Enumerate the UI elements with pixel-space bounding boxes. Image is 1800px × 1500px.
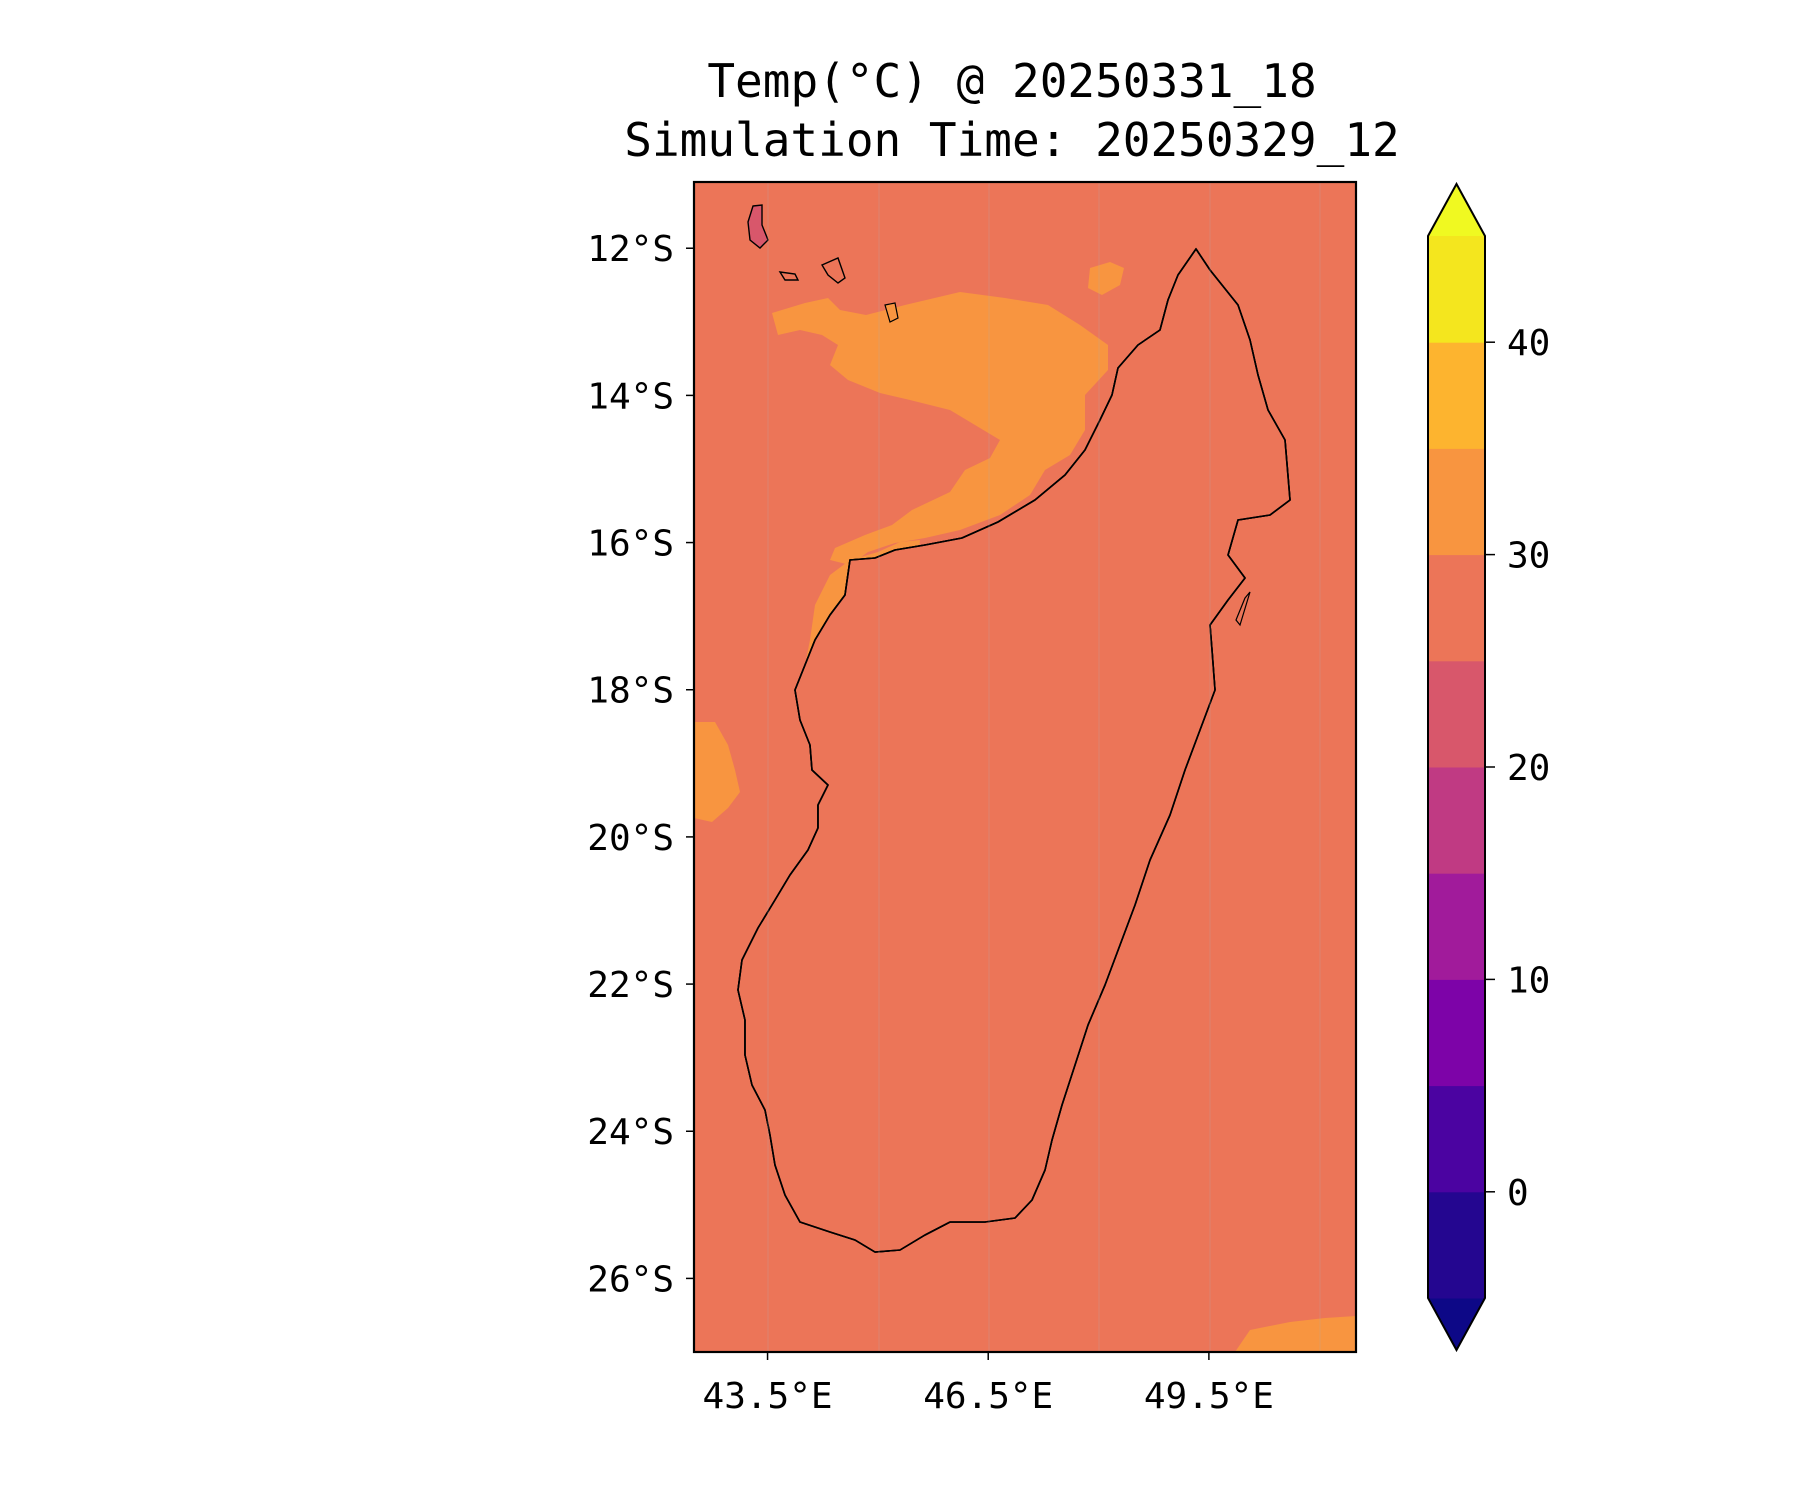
island-anjouan xyxy=(820,257,846,284)
y-tick-label: 22°S xyxy=(587,965,674,1006)
y-tick-label: 24°S xyxy=(587,1112,674,1153)
colorbar-extend-min xyxy=(1428,1298,1485,1350)
contour-30-35-west-edge xyxy=(694,722,740,822)
colorbar-tick-label: 20 xyxy=(1507,748,1550,789)
map-title-line-1: Temp(°C) @ 20250331_18 xyxy=(707,54,1316,108)
colorbar-level xyxy=(1428,236,1485,343)
colorbar-extend-max xyxy=(1428,184,1485,236)
map-plot-area xyxy=(692,180,1358,1354)
x-tick-label: 46.5°E xyxy=(923,1376,1053,1417)
y-tick-label: 16°S xyxy=(587,524,674,565)
island-grande-comore xyxy=(747,204,769,249)
colorbar-tick-label: 0 xyxy=(1507,1173,1529,1214)
y-tick-label: 12°S xyxy=(587,229,674,270)
contour-30-35-small-north-patch xyxy=(1088,262,1124,295)
colorbar-level xyxy=(1428,342,1485,449)
colorbar-level xyxy=(1428,873,1485,980)
colorbar-level xyxy=(1428,554,1485,662)
colorbar-level xyxy=(1428,979,1485,1087)
x-tick-label: 43.5°E xyxy=(703,1376,833,1417)
colorbar: 0 10 20 30 40 xyxy=(1427,181,1550,1353)
island-sainte-marie xyxy=(1235,591,1251,627)
map-frame xyxy=(692,180,1358,1354)
colorbar-level xyxy=(1428,1085,1485,1193)
map-title-line-2: Simulation Time: 20250329_12 xyxy=(624,113,1399,167)
colorbar-level xyxy=(1428,1191,1485,1299)
contour-30-35-nw-coast xyxy=(800,540,920,720)
y-tick-label: 18°S xyxy=(587,671,674,712)
colorbar-tick-label: 30 xyxy=(1507,536,1550,577)
colorbar-level xyxy=(1428,448,1485,556)
colorbar-tick-label: 10 xyxy=(1507,960,1550,1001)
x-tick-label: 49.5°E xyxy=(1144,1376,1274,1417)
island-moheli xyxy=(778,271,800,281)
y-tick-label: 20°S xyxy=(587,818,674,859)
colorbar-level xyxy=(1428,660,1485,768)
colorbar-tick-label: 40 xyxy=(1507,323,1550,364)
contour-30-35-mozambique-channel-north xyxy=(772,292,1108,565)
map-gridlines xyxy=(767,182,1321,1352)
y-tick-label: 14°S xyxy=(587,376,674,417)
x-axis-tick-labels: 43.5°E 46.5°E 49.5°E xyxy=(703,1352,1274,1417)
y-axis-tick-labels: 12°S 14°S 16°S 18°S 20°S 22°S 24°S 26°S xyxy=(587,229,694,1300)
colorbar-outline xyxy=(1427,181,1486,1353)
colorbar-level xyxy=(1428,767,1485,874)
contour-30-35-southeast-corner xyxy=(1235,1316,1356,1352)
madagascar-coastline xyxy=(737,247,1291,1253)
island-mayotte xyxy=(884,302,899,323)
y-tick-label: 26°S xyxy=(587,1259,674,1300)
